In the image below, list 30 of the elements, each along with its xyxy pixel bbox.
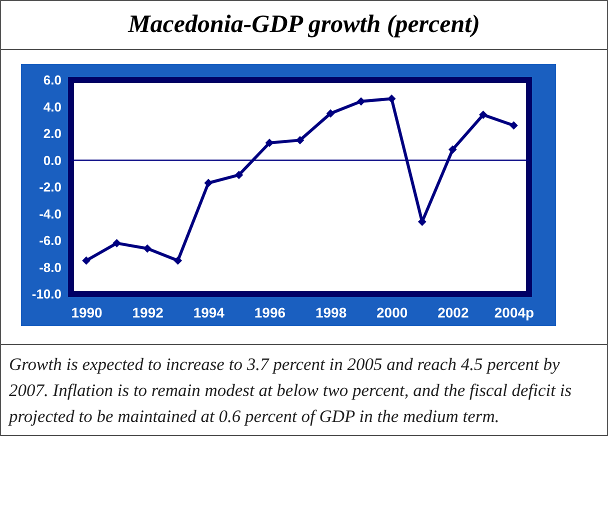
x-tick-label: 1992 [132, 304, 164, 320]
point [204, 178, 213, 188]
point [174, 256, 182, 265]
x-tick-label: 1994 [193, 304, 225, 320]
x-tick-label: 2004p [494, 304, 534, 320]
point [112, 238, 121, 248]
x-tick-label: 2002 [438, 304, 469, 320]
x-tick-label: 2000 [376, 304, 408, 320]
point [448, 145, 457, 154]
y-tick-label: 0.0 [43, 152, 62, 168]
x-tick-label: 1990 [71, 304, 103, 320]
x-tick-label: 1996 [254, 304, 286, 320]
point [326, 109, 335, 118]
chart-title: Macedonia-GDP growth (percent) [1, 1, 607, 50]
text: Growth is expected to increase to 3.7 percent in 2005 and reach 4.5 percent by 2007. Inflation is to remain modest at below two percent, and the fiscal deficit is projected to be maintained at 0.6 percent of GDP in the medium term. [7, 353, 573, 428]
point [479, 110, 488, 119]
point [510, 121, 518, 130]
y-tick-label: -2.0 [39, 180, 62, 194]
y-tick-label: -8.0 [39, 260, 62, 275]
y-tick-label: -6.0 [39, 233, 62, 248]
point [143, 244, 152, 253]
point [234, 170, 244, 180]
point [82, 256, 90, 265]
point [356, 97, 366, 106]
x-tick-label: 1998 [315, 304, 347, 320]
y-tick-label: 6.0 [43, 72, 62, 88]
y-tick-label: 2.0 [43, 126, 62, 141]
y-tick-label: -10.0 [32, 286, 62, 302]
y-tick-label: -4.0 [39, 206, 62, 222]
y-tick-label: 4.0 [43, 99, 62, 114]
